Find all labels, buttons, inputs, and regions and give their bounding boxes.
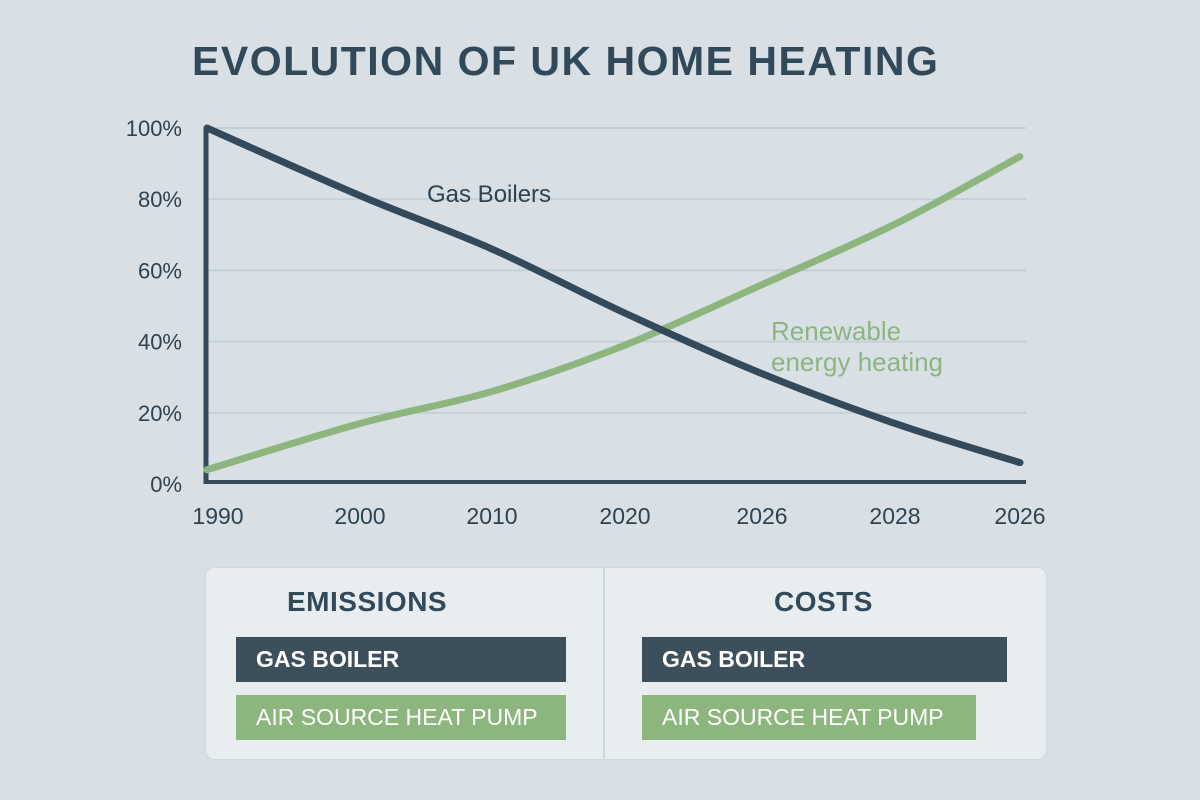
x-tick-label: 2000	[334, 503, 385, 529]
renewable-annotation-line1: Renewable	[771, 316, 901, 346]
renewable-annotation-line2: energy heating	[771, 347, 943, 377]
y-tick-label: 100%	[126, 116, 182, 141]
y-tick-label: 60%	[138, 258, 182, 283]
comparison-panel: EMISSIONS GAS BOILER AIR SOURCE HEAT PUM…	[205, 567, 1047, 760]
renewable-series-line	[203, 152, 1024, 474]
y-tick-label: 20%	[138, 401, 182, 426]
x-axis-labels: 1990 2000 2010 2020 2026 2028 2026	[192, 503, 1045, 529]
emissions-gas-boiler-bar: GAS BOILER	[236, 637, 566, 682]
y-axis-labels: 100% 80% 60% 40% 20% 0%	[126, 116, 182, 497]
emissions-heat-pump-bar: AIR SOURCE HEAT PUMP	[236, 695, 566, 740]
y-tick-label: 40%	[138, 330, 182, 355]
x-tick-label: 2026	[994, 503, 1045, 529]
gas-boilers-annotation: Gas Boilers	[427, 181, 551, 208]
x-tick-label: 2028	[869, 503, 920, 529]
y-tick-label: 80%	[138, 187, 182, 212]
chart-title: EVOLUTION OF UK HOME HEATING	[192, 38, 940, 84]
gas-series-line	[203, 124, 1024, 467]
costs-title: COSTS	[774, 586, 873, 617]
emissions-title: EMISSIONS	[287, 586, 448, 617]
x-tick-label: 1990	[192, 503, 243, 529]
gridlines	[206, 127, 1026, 414]
costs-gas-boiler-bar: GAS BOILER	[642, 637, 1007, 682]
panel-divider	[603, 568, 605, 759]
x-tick-label: 2010	[466, 503, 517, 529]
x-tick-label: 2020	[599, 503, 650, 529]
y-tick-label: 0%	[150, 472, 182, 497]
costs-heat-pump-bar: AIR SOURCE HEAT PUMP	[642, 695, 976, 740]
line-chart: 100% 80% 60% 40% 20% 0% 1990 2000 2010 2020 2026 2…	[126, 116, 1046, 529]
x-tick-label: 2026	[736, 503, 787, 529]
